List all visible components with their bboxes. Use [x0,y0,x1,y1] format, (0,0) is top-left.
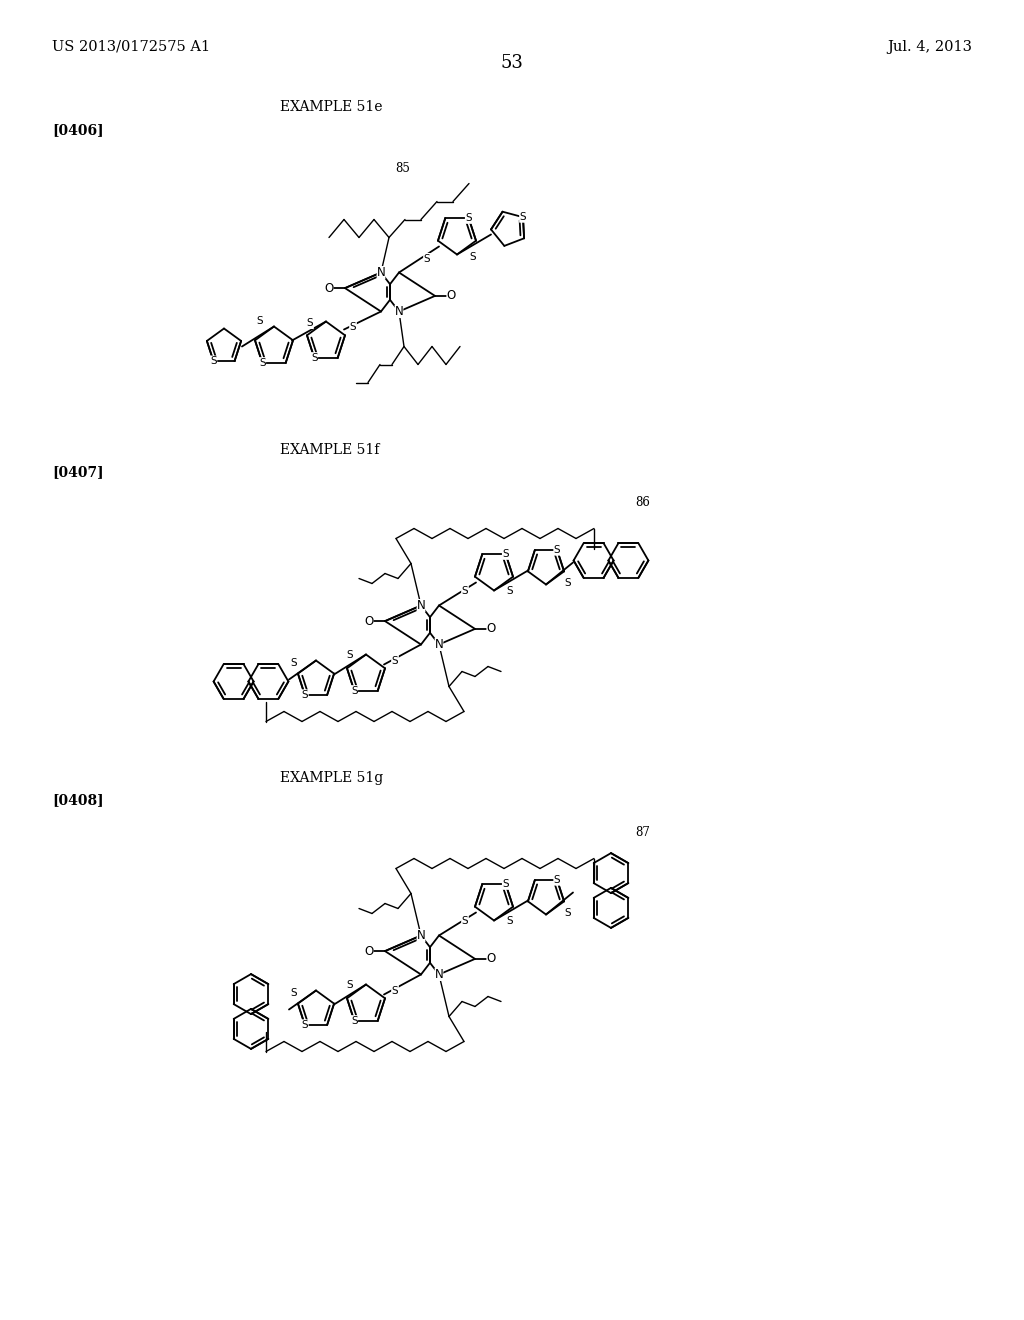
Text: US 2013/0172575 A1: US 2013/0172575 A1 [52,40,210,54]
Text: S: S [470,252,476,261]
Text: S: S [349,322,356,333]
Text: EXAMPLE 51g: EXAMPLE 51g [280,771,383,785]
Text: S: S [306,318,313,329]
Text: S: S [392,656,398,665]
Text: S: S [257,315,263,326]
Text: S: S [424,253,430,264]
Text: S: S [259,358,265,368]
Text: EXAMPLE 51e: EXAMPLE 51e [280,100,383,114]
Text: 53: 53 [501,54,523,73]
Text: S: S [507,916,513,925]
Text: S: S [507,586,513,595]
Text: N: N [417,599,425,612]
Text: O: O [365,945,374,957]
Text: [0406]: [0406] [52,123,103,137]
Text: N: N [394,305,403,318]
Text: S: S [554,875,560,886]
Text: S: S [351,685,357,696]
Text: O: O [325,281,334,294]
Text: S: S [392,986,398,995]
Text: S: S [503,549,509,560]
Text: 85: 85 [395,161,410,174]
Text: 86: 86 [635,496,650,510]
Text: S: S [503,879,509,890]
Text: O: O [486,623,496,635]
Text: S: S [311,352,317,363]
Text: Jul. 4, 2013: Jul. 4, 2013 [887,40,972,54]
Text: S: S [554,545,560,556]
Text: S: S [301,1020,308,1030]
Text: 87: 87 [635,826,650,840]
Text: EXAMPLE 51f: EXAMPLE 51f [280,444,379,457]
Text: S: S [347,979,353,990]
Text: N: N [434,638,443,651]
Text: S: S [291,987,297,998]
Text: [0407]: [0407] [52,465,103,479]
Text: [0408]: [0408] [52,793,103,807]
Text: O: O [446,289,456,302]
Text: S: S [291,657,297,668]
Text: S: S [301,690,308,700]
Text: S: S [564,578,571,587]
Text: S: S [351,1015,357,1026]
Text: O: O [365,615,374,627]
Text: N: N [417,929,425,942]
Text: S: S [519,213,526,222]
Text: S: S [466,214,472,223]
Text: N: N [434,968,443,981]
Text: O: O [486,953,496,965]
Text: N: N [377,267,385,279]
Text: S: S [210,356,217,366]
Text: S: S [462,586,468,597]
Text: S: S [564,908,571,917]
Text: S: S [462,916,468,927]
Text: S: S [347,649,353,660]
